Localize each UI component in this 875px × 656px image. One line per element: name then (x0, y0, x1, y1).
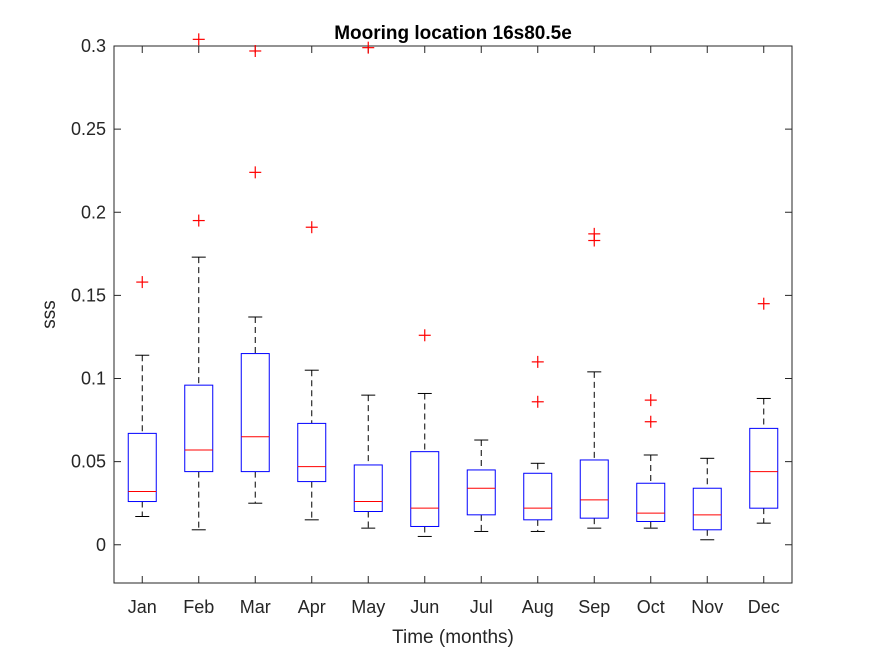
x-tick-label: Aug (522, 597, 554, 617)
box-iqr (240, 353, 270, 473)
box-iqr (184, 384, 214, 473)
x-axis-label: Time (months) (392, 627, 514, 648)
x-tick-label: Jun (410, 597, 439, 617)
x-tick-label: Feb (183, 597, 214, 617)
x-tick-label: Jan (128, 597, 157, 617)
y-tick-label: 0.25 (71, 119, 106, 139)
axes-frame (113, 45, 793, 584)
x-tick-label: May (351, 597, 385, 617)
y-axis: 0 0.05 0.1 0.15 0.2 0.25 0.3 (71, 36, 792, 555)
box-jan (127, 276, 157, 517)
outlier-marker (644, 415, 657, 428)
x-axis: Jan Feb Mar Apr May Jun Jul Aug Sep Oct Nov Dec (128, 46, 780, 617)
outlier-marker (249, 44, 262, 57)
box-feb (184, 33, 214, 531)
outlier-marker (531, 355, 544, 368)
x-tick-label: Dec (748, 597, 780, 617)
box-iqr (692, 487, 722, 531)
y-tick-label: 0 (96, 535, 106, 555)
y-tick-label: 0.05 (71, 452, 106, 472)
box-dec (749, 297, 779, 524)
box-iqr (466, 469, 496, 516)
y-tick-label: 0.15 (71, 285, 106, 305)
box-jul (466, 439, 496, 532)
box-iqr (523, 472, 553, 521)
box-may (353, 41, 383, 529)
box-iqr (410, 451, 440, 527)
box-iqr (353, 464, 383, 513)
outlier-marker (531, 395, 544, 408)
box-mar (240, 44, 270, 504)
y-tick-label: 0.1 (81, 369, 106, 389)
x-tick-label: Oct (637, 597, 665, 617)
outlier-marker (588, 227, 601, 240)
box-series (127, 33, 779, 541)
y-tick-label: 0.2 (81, 202, 106, 222)
box-iqr (636, 482, 666, 522)
outlier-marker (305, 221, 318, 234)
chart-title: Mooring location 16s80.5e (334, 23, 572, 44)
box-iqr (579, 459, 609, 519)
box-iqr (749, 427, 779, 509)
outlier-marker (418, 329, 431, 342)
outlier-marker (192, 33, 205, 46)
box-apr (297, 221, 327, 521)
y-axis-label: sss (39, 300, 60, 329)
outlier-marker (192, 214, 205, 227)
box-oct (636, 394, 666, 529)
outlier-marker (362, 41, 375, 54)
x-tick-label: Nov (691, 597, 723, 617)
y-tick-label: 0.3 (81, 36, 106, 56)
box-iqr (127, 432, 157, 503)
x-tick-label: Jul (470, 597, 493, 617)
x-tick-label: Sep (578, 597, 610, 617)
outlier-marker (644, 394, 657, 407)
outlier-marker (249, 166, 262, 179)
box-jun (410, 329, 440, 537)
outlier-marker (757, 297, 770, 310)
x-tick-label: Apr (298, 597, 326, 617)
x-tick-label: Mar (240, 597, 271, 617)
outlier-marker (136, 276, 149, 289)
box-nov (692, 457, 722, 541)
box-sep (579, 227, 609, 529)
box-aug (523, 355, 553, 532)
box-iqr (297, 422, 327, 483)
